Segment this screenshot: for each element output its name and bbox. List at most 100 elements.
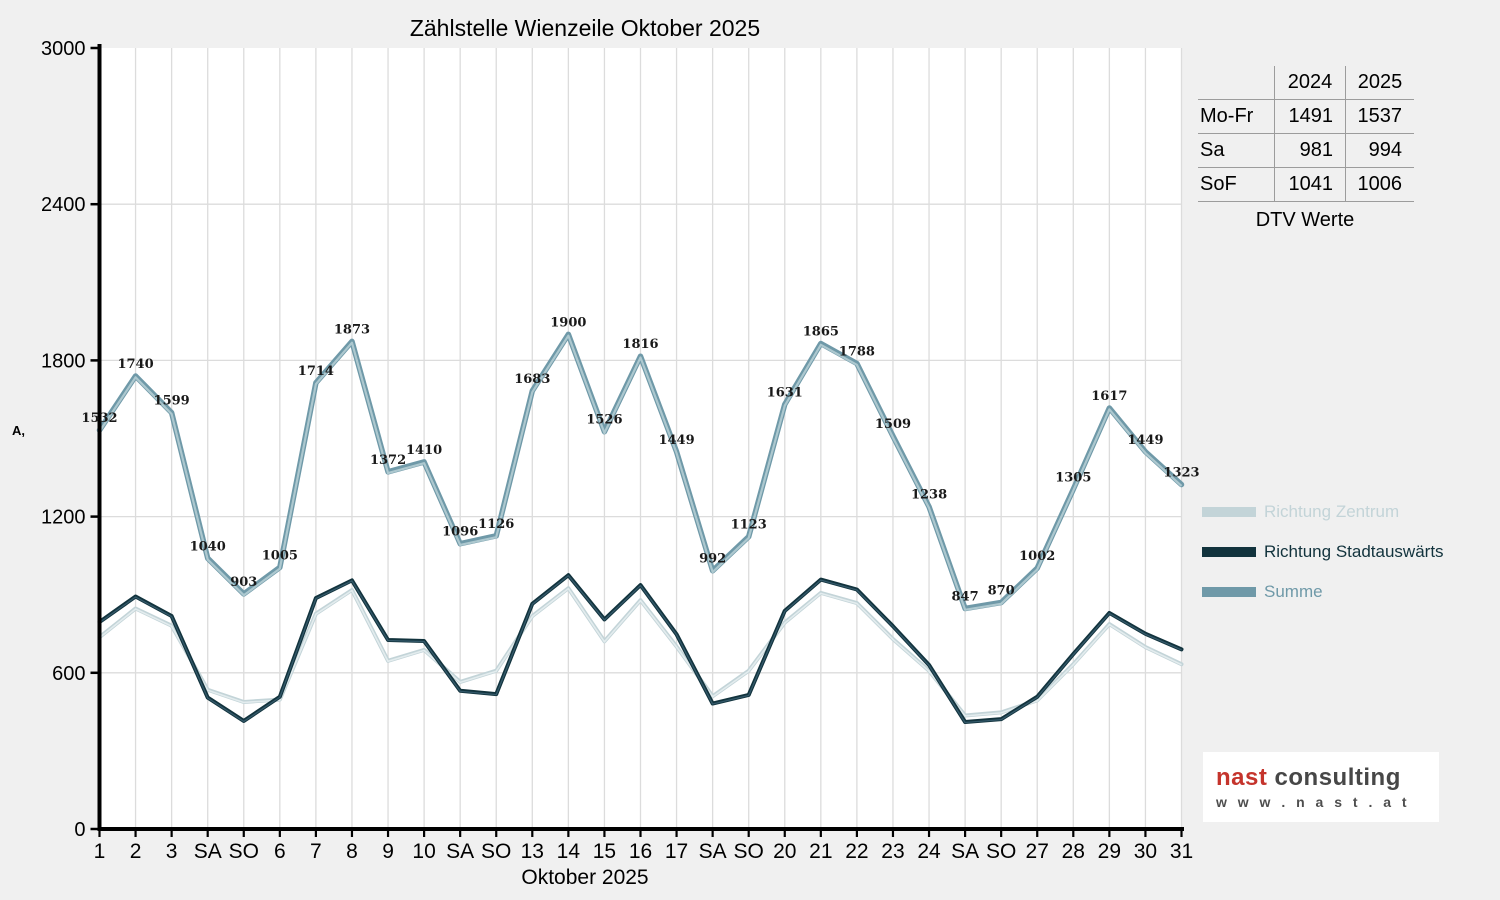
nast-logo-consulting: consulting xyxy=(1267,764,1401,791)
x-tick-label: 22 xyxy=(845,840,868,863)
data-label: 1305 xyxy=(1055,470,1091,485)
dtv-row-label: Mo-Fr xyxy=(1200,105,1254,127)
x-tick-label: 16 xyxy=(629,840,652,863)
x-tick-label: SO xyxy=(481,840,511,863)
data-label: 1526 xyxy=(586,413,622,428)
data-label: 1005 xyxy=(262,548,298,563)
nast-logo-name: nast xyxy=(1216,764,1268,791)
x-tick-label: SA xyxy=(194,840,222,863)
data-label: 870 xyxy=(988,584,1015,599)
x-tick-label: 15 xyxy=(593,840,616,863)
dtv-value-2024: 1491 xyxy=(1274,99,1346,134)
dtv-header-2024: 2024 xyxy=(1274,66,1346,100)
dtv-caption: DTV Werte xyxy=(1255,209,1355,231)
legend-swatch-stadtauswaerts xyxy=(1202,547,1256,557)
x-tick-label: SA xyxy=(699,840,727,863)
data-label: 1865 xyxy=(803,324,839,339)
nast-logo: nast consulting w w w . n a s t . a t xyxy=(1203,752,1439,822)
x-tick-label: SA xyxy=(446,840,474,863)
dtv-values-table: 2024 2025 Mo-Fr 1491 1537 Sa 981 994 SoF… xyxy=(1198,66,1414,202)
data-label: 1410 xyxy=(406,443,442,458)
x-tick-label: 30 xyxy=(1134,840,1157,863)
data-label: 1631 xyxy=(767,385,803,400)
data-label: 1873 xyxy=(334,322,370,337)
y-tick-label: 1200 xyxy=(41,507,86,529)
data-label: 1740 xyxy=(117,357,153,372)
data-label: 1816 xyxy=(622,337,658,352)
dtv-row-label: SoF xyxy=(1200,173,1237,195)
data-label: 847 xyxy=(952,589,979,604)
series-highlight-0 xyxy=(99,587,1182,717)
data-label: 1509 xyxy=(875,417,911,432)
y-tick-label: 1800 xyxy=(41,350,86,372)
table-row: Sa 981 994 xyxy=(1198,133,1414,168)
data-label: 1126 xyxy=(478,517,514,532)
x-tick-label: 28 xyxy=(1062,840,1085,863)
x-axis-title: Oktober 2025 xyxy=(521,866,648,889)
legend-item-zentrum: Richtung Zentrum xyxy=(1202,492,1472,532)
legend-swatch-summe xyxy=(1202,587,1256,597)
dtv-table: 2024 2025 Mo-Fr 1491 1537 Sa 981 994 SoF… xyxy=(1198,66,1414,232)
legend-swatch-zentrum xyxy=(1202,507,1256,517)
x-tick-label: 7 xyxy=(310,840,322,863)
x-tick-label: SO xyxy=(986,840,1016,863)
data-label: 1788 xyxy=(839,345,875,360)
legend-label-summe: Summe xyxy=(1264,582,1323,601)
x-tick-label: 29 xyxy=(1098,840,1121,863)
data-label: 903 xyxy=(230,575,257,590)
data-label: 1900 xyxy=(550,315,586,330)
x-tick-label: 17 xyxy=(665,840,688,863)
x-tick-label: 23 xyxy=(881,840,904,863)
x-tick-label: 3 xyxy=(166,840,178,863)
y-tick-label: 0 xyxy=(74,819,85,841)
dtv-value-2025: 1006 xyxy=(1345,167,1414,202)
legend-label-stadtauswaerts: Richtung Stadtauswärts xyxy=(1264,542,1444,561)
data-label: 1617 xyxy=(1091,389,1127,404)
x-tick-label: 27 xyxy=(1026,840,1049,863)
dtv-header-row: 2024 2025 xyxy=(1198,66,1414,100)
nast-logo-url: w w w . n a s t . a t xyxy=(1216,794,1411,810)
y-tick-label: 3000 xyxy=(41,38,86,60)
dtv-value-2024: 981 xyxy=(1274,133,1346,168)
y-tick-label: 600 xyxy=(52,663,85,685)
table-row: SoF 1041 1006 xyxy=(1198,167,1414,202)
data-label: 1002 xyxy=(1019,549,1055,564)
x-tick-label: 31 xyxy=(1170,840,1193,863)
x-tick-label: SO xyxy=(229,840,259,863)
x-tick-label: 14 xyxy=(557,840,581,863)
dtv-value-2025: 994 xyxy=(1345,133,1414,168)
dtv-value-2024: 1041 xyxy=(1274,167,1346,202)
y-axis-title-glyph: A, xyxy=(12,423,25,438)
data-label: 1372 xyxy=(370,453,406,468)
data-label: 1714 xyxy=(298,364,334,379)
x-tick-label: 9 xyxy=(382,840,394,863)
x-tick-label: 20 xyxy=(773,840,796,863)
dtv-row-label: Sa xyxy=(1200,139,1225,161)
y-tick-label: 2400 xyxy=(41,194,86,216)
data-label: 992 xyxy=(699,552,726,567)
data-label: 1683 xyxy=(514,372,550,387)
nast-logo-brand: nast consulting xyxy=(1216,765,1439,791)
dtv-header-empty xyxy=(1198,66,1275,100)
x-tick-label: SO xyxy=(734,840,764,863)
series-highlight-2 xyxy=(98,334,1183,611)
chart-legend: Richtung Zentrum Richtung Stadtauswärts … xyxy=(1202,492,1472,612)
data-label: 1238 xyxy=(911,488,947,503)
table-row: Mo-Fr 1491 1537 xyxy=(1198,99,1414,134)
x-tick-label: 13 xyxy=(521,840,544,863)
data-label: 1323 xyxy=(1163,466,1199,481)
data-label: 1123 xyxy=(731,518,767,533)
data-label: 1449 xyxy=(658,433,694,448)
x-tick-label: 24 xyxy=(917,840,941,863)
x-tick-label: 2 xyxy=(130,840,142,863)
x-tick-label: 6 xyxy=(274,840,286,863)
data-label: 1599 xyxy=(154,394,190,409)
dtv-header-2025: 2025 xyxy=(1345,66,1414,100)
x-tick-label: 8 xyxy=(346,840,358,863)
x-tick-label: 21 xyxy=(809,840,832,863)
data-label: 1040 xyxy=(190,539,226,554)
x-tick-label: 1 xyxy=(94,840,106,863)
data-label: 1449 xyxy=(1127,433,1163,448)
